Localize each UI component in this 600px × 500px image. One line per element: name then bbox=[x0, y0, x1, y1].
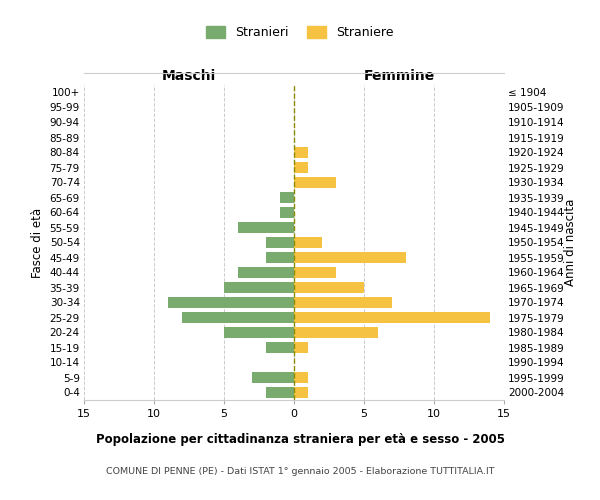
Bar bbox=[252, 372, 294, 383]
Bar bbox=[294, 372, 308, 383]
Bar bbox=[238, 267, 294, 278]
Text: COMUNE DI PENNE (PE) - Dati ISTAT 1° gennaio 2005 - Elaborazione TUTTITALIA.IT: COMUNE DI PENNE (PE) - Dati ISTAT 1° gen… bbox=[106, 468, 494, 476]
Y-axis label: Fasce di età: Fasce di età bbox=[31, 208, 44, 278]
Y-axis label: Anni di nascita: Anni di nascita bbox=[564, 199, 577, 286]
Bar bbox=[266, 387, 294, 398]
Bar bbox=[168, 297, 294, 308]
Bar bbox=[266, 252, 294, 263]
Bar bbox=[224, 327, 294, 338]
Text: Popolazione per cittadinanza straniera per età e sesso - 2005: Popolazione per cittadinanza straniera p… bbox=[95, 432, 505, 446]
Bar bbox=[294, 342, 308, 353]
Bar bbox=[294, 387, 308, 398]
Bar bbox=[294, 177, 336, 188]
Bar bbox=[280, 192, 294, 203]
Bar bbox=[294, 327, 378, 338]
Bar bbox=[266, 237, 294, 248]
Text: Maschi: Maschi bbox=[162, 68, 216, 82]
Legend: Stranieri, Straniere: Stranieri, Straniere bbox=[202, 21, 398, 44]
Bar bbox=[280, 207, 294, 218]
Bar bbox=[294, 312, 490, 323]
Text: Femmine: Femmine bbox=[364, 68, 434, 82]
Bar bbox=[294, 267, 336, 278]
Bar bbox=[294, 162, 308, 173]
Bar bbox=[294, 147, 308, 158]
Bar bbox=[238, 222, 294, 233]
Bar bbox=[224, 282, 294, 293]
Bar bbox=[294, 252, 406, 263]
Bar bbox=[266, 342, 294, 353]
Bar bbox=[294, 297, 392, 308]
Bar bbox=[294, 237, 322, 248]
Bar bbox=[182, 312, 294, 323]
Bar bbox=[294, 282, 364, 293]
